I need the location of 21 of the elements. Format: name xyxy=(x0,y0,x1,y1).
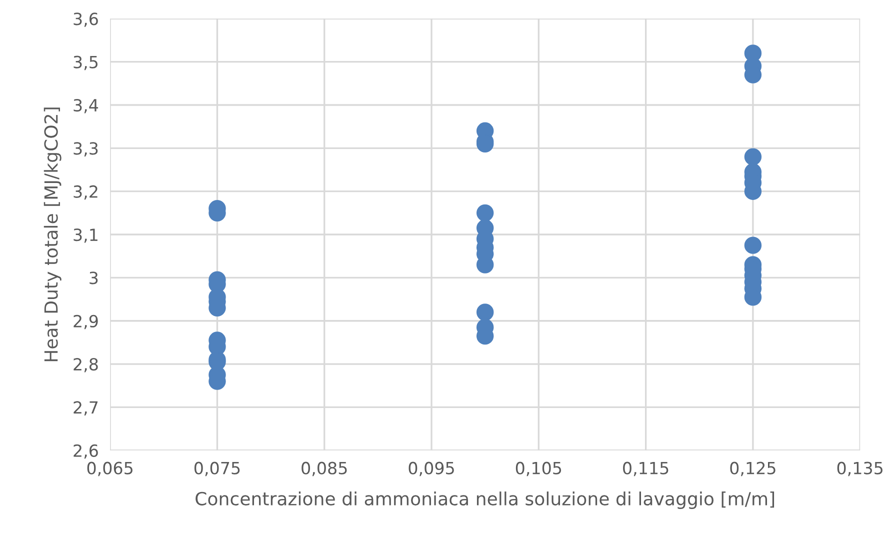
y-tick-label: 2,9 xyxy=(74,314,98,330)
x-axis-title: Concentrazione di ammoniaca nella soluzione di lavaggio [m/m] xyxy=(196,492,774,509)
y-tick-label: 3,1 xyxy=(74,228,98,243)
x-tick-label: 0,085 xyxy=(302,462,347,476)
y-tick-label: 3,4 xyxy=(74,98,98,114)
y-tick-label: 2,6 xyxy=(74,444,98,459)
y-tick-label: 3,3 xyxy=(74,142,98,156)
x-tick-label: 0,135 xyxy=(837,462,882,476)
y-tick-label: 3,6 xyxy=(74,12,98,27)
x-tick-label: 0,065 xyxy=(87,462,132,476)
x-tick-label: 0,115 xyxy=(623,462,668,476)
x-tick-label: 0,075 xyxy=(194,462,240,476)
y-tick-label: 3,2 xyxy=(74,185,98,200)
x-tick-label: 0,125 xyxy=(730,462,776,476)
y-tick-label: 3,5 xyxy=(74,56,98,70)
y-tick-label: 2,7 xyxy=(74,401,98,416)
x-tick-label: 0,095 xyxy=(408,462,454,476)
y-axis-title: Heat Duty totale [MJ/kgCO2] xyxy=(44,108,62,362)
y-tick-label: 2,8 xyxy=(74,358,98,372)
y-tick-label: 3 xyxy=(90,272,98,284)
x-tick-label: 0,105 xyxy=(516,462,562,476)
